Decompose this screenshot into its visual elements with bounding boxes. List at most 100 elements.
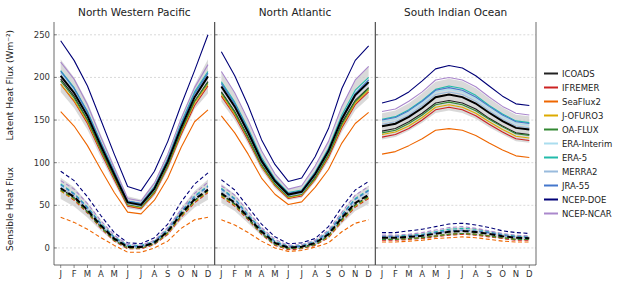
x-tick-label: A xyxy=(259,269,265,279)
x-tick xyxy=(462,265,463,268)
grid-line xyxy=(215,162,376,163)
lhf-line xyxy=(382,129,529,158)
grid-line xyxy=(375,162,536,163)
legend-label: J-OFURO3 xyxy=(561,111,603,121)
grid-line xyxy=(54,34,215,35)
legend-label: ERA-Interim xyxy=(562,139,612,149)
x-tick-label: D xyxy=(526,269,533,279)
lhf-line xyxy=(61,35,208,191)
axis-line xyxy=(54,265,215,266)
y-tick xyxy=(375,205,378,206)
x-tick xyxy=(502,265,503,268)
grid-line xyxy=(375,77,536,78)
x-tick-label: F xyxy=(393,269,398,279)
lhf-line xyxy=(382,88,529,124)
shf-line xyxy=(221,186,368,246)
y-tick-label: 200 xyxy=(34,72,50,82)
x-tick xyxy=(288,265,289,268)
y-tick xyxy=(54,120,57,121)
x-tick xyxy=(141,265,142,268)
plot-area xyxy=(382,65,529,242)
legend: ICOADSIFREMERSeaFlux2J-OFURO3OA-FLUXERA-… xyxy=(544,69,612,219)
x-tick-label: O xyxy=(499,269,506,279)
lhf-line xyxy=(61,62,208,201)
x-tick xyxy=(127,265,128,268)
x-tick xyxy=(274,265,275,268)
legend-swatch xyxy=(544,87,558,89)
panel: JFMAMJJASOND050100150200250North Western… xyxy=(34,6,215,279)
legend-label: ICOADS xyxy=(562,69,595,79)
x-tick xyxy=(355,265,356,268)
x-tick-label: D xyxy=(205,269,212,279)
y-tick-label: 150 xyxy=(34,115,50,125)
y-tick xyxy=(375,77,378,78)
axis-line xyxy=(375,265,536,266)
legend-swatch xyxy=(544,213,558,215)
shf-line xyxy=(221,190,368,247)
x-tick xyxy=(60,265,61,268)
x-tick-label: S xyxy=(486,269,491,279)
x-tick-label: M xyxy=(111,269,118,279)
x-tick xyxy=(114,265,115,268)
x-tick xyxy=(100,265,101,268)
shf-line xyxy=(382,228,529,237)
y-tick-label: 250 xyxy=(34,30,50,40)
spread-band xyxy=(61,59,208,210)
lhf-mean-line xyxy=(61,76,208,205)
y-axis-label: Latent Heat Flux (Wm⁻²) xyxy=(5,30,15,141)
x-tick-label: M xyxy=(432,269,439,279)
panel-title: North Atlantic xyxy=(259,6,332,18)
lhf-line xyxy=(221,66,368,189)
x-tick xyxy=(382,265,383,268)
panel: JFMAMJJASONDNorth Atlantic xyxy=(215,6,376,279)
x-tick-label: J xyxy=(380,269,384,279)
x-tick-label: A xyxy=(419,269,425,279)
axis-line xyxy=(536,22,537,265)
panel-title: South Indian Ocean xyxy=(404,6,507,18)
x-tick xyxy=(154,265,155,268)
shf-line xyxy=(61,217,208,252)
x-tick-label: A xyxy=(152,269,158,279)
legend-label: NCEP-NCAR xyxy=(562,209,612,219)
x-tick xyxy=(435,265,436,268)
legend-label: MERRA2 xyxy=(562,167,597,177)
x-tick xyxy=(301,265,302,268)
shf-line xyxy=(221,188,368,246)
x-tick xyxy=(408,265,409,268)
x-tick xyxy=(368,265,369,268)
x-tick xyxy=(194,265,195,268)
x-tick-label: J xyxy=(58,269,62,279)
lhf-mean-line xyxy=(382,95,529,130)
x-tick-label: J xyxy=(460,269,464,279)
shf-line xyxy=(221,192,368,248)
x-tick xyxy=(181,265,182,268)
x-tick-label: J xyxy=(139,269,143,279)
y-tick xyxy=(54,205,57,206)
shf-line xyxy=(61,188,208,247)
legend-swatch xyxy=(544,101,558,103)
y-tick-label: 50 xyxy=(39,200,50,210)
legend-label: OA-FLUX xyxy=(562,125,599,135)
panel-title: North Western Pacific xyxy=(78,6,191,18)
shf-line xyxy=(61,181,208,246)
lhf-line xyxy=(382,65,529,105)
y-tick xyxy=(215,205,218,206)
grid-line xyxy=(215,34,376,35)
shf-mean-line xyxy=(61,188,208,247)
shf-mean-line xyxy=(221,193,368,247)
y-tick xyxy=(375,34,378,35)
y-tick-label: 0 xyxy=(45,243,50,253)
chart: JFMAMJJASOND050100150200250North Western… xyxy=(0,0,621,289)
shf-line xyxy=(221,194,368,248)
x-tick xyxy=(395,265,396,268)
y-tick xyxy=(54,34,57,35)
x-tick-label: J xyxy=(299,269,303,279)
shf-line xyxy=(61,185,208,246)
axis-line xyxy=(375,22,376,265)
axis-line xyxy=(214,22,215,265)
axis-line xyxy=(54,22,55,265)
legend-swatch xyxy=(544,199,558,201)
legend-swatch xyxy=(544,115,558,117)
x-tick-label: N xyxy=(513,269,519,279)
shf-line xyxy=(221,197,368,250)
